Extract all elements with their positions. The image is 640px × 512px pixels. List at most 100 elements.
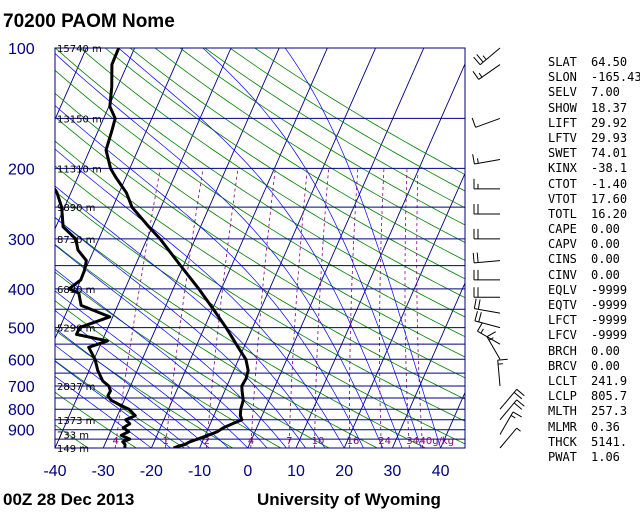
index-value: 7.00: [591, 85, 620, 100]
index-row: KINX -38.1: [548, 161, 638, 176]
moist-adiabat-line: [55, 217, 306, 448]
index-value: -38.1: [591, 161, 628, 176]
index-name: MLTH: [548, 404, 577, 419]
index-name: CINS: [548, 252, 577, 267]
mixing-ratio-line: [416, 168, 424, 448]
isotherm-line: [391, 281, 465, 448]
index-value: 17.60: [591, 191, 628, 206]
stability-indices: SLAT 64.50 SLON -165.43 SELV 7.00 SHOW 18.37 LIF…: [548, 55, 640, 465]
index-row: EQLV -9999: [548, 283, 638, 298]
index-name: LFTV: [548, 130, 577, 145]
mixing-ratio-line: [114, 168, 161, 448]
isotherm-line: [150, 48, 328, 448]
index-name: EQLV: [548, 282, 577, 297]
mixing-ratio-line: [288, 168, 308, 448]
mixing-ratio-line: [379, 168, 385, 448]
isotherm-line: [343, 172, 465, 448]
grid-lines: [55, 48, 465, 448]
mixing-ratio-label: 16: [347, 436, 360, 447]
mixing-ratio-line: [404, 168, 410, 448]
mixing-ratio-label: 40g/kg: [419, 436, 454, 447]
index-value: 1.06: [591, 449, 620, 464]
index-name: MLMR: [548, 419, 577, 434]
mixing-ratio-label: 4: [248, 436, 254, 447]
pressure-tick-label: 400: [8, 282, 35, 299]
mixing-ratio-label: 4: [112, 436, 118, 447]
index-value: -1.40: [591, 176, 628, 191]
index-value: 5141.: [591, 434, 628, 449]
index-row: LFTV 29.93: [548, 131, 638, 146]
isotherm-line: [102, 48, 280, 448]
height-label: 1373 m: [57, 416, 95, 427]
index-value: 64.50: [591, 55, 628, 69]
mixing-ratio-line: [314, 168, 330, 448]
wind-barb-half-flag: [510, 414, 516, 419]
sounding-curves: [55, 48, 250, 448]
wind-barb-flag: [478, 312, 482, 323]
index-name: BRCV: [548, 358, 577, 373]
index-name: LCLT: [548, 373, 577, 388]
pressure-tick-label: 600: [8, 352, 35, 369]
index-value: 29.92: [591, 115, 628, 130]
index-value: 18.37: [591, 100, 628, 115]
index-row: TOTL 16.20: [548, 207, 638, 222]
wind-barb-half-flag: [478, 72, 483, 78]
plot-frame: [54, 47, 466, 449]
index-name: CAPV: [548, 237, 577, 252]
index-row: THCK 5141.: [548, 435, 638, 450]
mixing-ratio-label: 2: [204, 436, 210, 447]
wind-barb-flag: [473, 56, 481, 66]
pressure-tick-label: 100: [8, 41, 35, 58]
index-row: SLAT 64.50: [548, 55, 638, 70]
index-row: LCLP 805.7: [548, 389, 638, 404]
index-row: VTOT 17.60: [548, 192, 638, 207]
index-value: -9999: [591, 313, 628, 328]
temperature-tick-label: -20: [140, 463, 163, 480]
wind-barb-flag: [486, 331, 496, 338]
index-value: 0.00: [591, 343, 620, 358]
temperature-line: [104, 48, 250, 448]
wind-barb-flag: [477, 322, 483, 332]
mixing-ratio-label: 10: [312, 436, 325, 447]
index-value: -165.43: [591, 70, 640, 85]
moist-adiabat-line: [284, 48, 441, 448]
index-name: VTOT: [548, 191, 577, 206]
chart-title: 70200 PAOM Nome: [3, 11, 175, 32]
index-row: SWET 74.01: [548, 146, 638, 161]
index-name: LFCT: [548, 313, 577, 328]
index-row: BRCH 0.00: [548, 344, 638, 359]
index-value: 241.9: [591, 373, 628, 388]
index-name: TOTL: [548, 206, 577, 221]
index-row: BRCV 0.00: [548, 359, 638, 374]
pressure-tick-label: 700: [8, 379, 35, 396]
mixing-ratio-label: 1: [163, 436, 169, 447]
wind-barb-half-flag: [516, 427, 521, 432]
mixing-ratio-label: 24: [378, 436, 391, 447]
index-row: CAPV 0.00: [548, 237, 638, 252]
index-value: -9999: [591, 328, 628, 343]
dewpoint-line: [55, 186, 137, 448]
temperature-tick-label: -10: [188, 463, 211, 480]
index-name: THCK: [548, 434, 577, 449]
index-name: BRCH: [548, 343, 577, 358]
index-name: SLAT: [548, 55, 577, 69]
index-name: KINX: [548, 161, 577, 176]
wind-barb: [477, 330, 501, 345]
index-row: EQTV -9999: [548, 298, 638, 313]
temperature-tick-label: -30: [92, 463, 115, 480]
wind-barb: [474, 159, 501, 165]
index-row: SELV 7.00: [548, 85, 638, 100]
index-row: CTOT -1.40: [548, 177, 638, 192]
mixing-ratio-line: [349, 168, 359, 448]
index-row: SLON -165.43: [548, 70, 640, 85]
index-name: PWAT: [548, 449, 577, 464]
index-name: LFCV: [548, 328, 577, 343]
index-row: PWAT 1.06: [548, 450, 638, 465]
index-row: MLTH 257.3: [548, 404, 638, 419]
wind-barb-flag: [497, 358, 508, 361]
wind-barb-flag: [473, 298, 477, 309]
index-value: 29.93: [591, 130, 628, 145]
height-label: 11310 m: [57, 164, 102, 175]
index-row: CINV 0.00: [548, 268, 638, 283]
